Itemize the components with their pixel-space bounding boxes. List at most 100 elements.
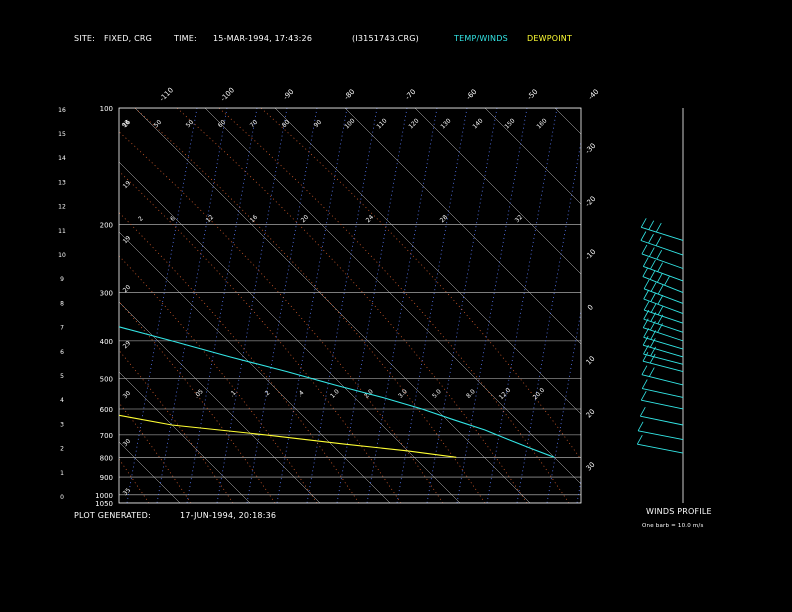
wind-barb-flag — [643, 344, 649, 355]
wind-barb-flag — [657, 305, 664, 315]
height-km-label: 15 — [58, 131, 66, 138]
mixing-ratio-label: 3.0 — [397, 388, 409, 400]
mixing-side-label: 30 — [122, 390, 132, 400]
mixing-ratio-line — [216, 108, 288, 503]
dry-adiabat — [119, 131, 444, 503]
wind-barb — [640, 415, 684, 426]
temperature-line — [119, 326, 555, 458]
wind-barb-flag — [650, 303, 657, 313]
height-km-label: 7 — [60, 325, 64, 332]
height-km-label: 5 — [60, 373, 64, 380]
wind-barb-flag — [643, 289, 650, 300]
adiabat-label: 2 — [137, 215, 145, 223]
wind-barb — [643, 327, 684, 342]
wind-barb — [643, 288, 684, 304]
pressure-label: 100 — [100, 105, 113, 113]
adiabat-label: 6 — [169, 215, 177, 223]
mixing-side-label: 19 — [122, 180, 132, 190]
mixing-ratio-label: .1 — [228, 389, 237, 398]
wind-barb-flag — [657, 262, 663, 272]
wind-barb — [643, 318, 684, 333]
dry-adiabat — [218, 108, 570, 503]
isotherm-line — [119, 301, 321, 503]
wind-barb — [643, 265, 684, 282]
isotherm-line — [274, 108, 581, 415]
wind-barb-flag — [656, 273, 663, 283]
mixing-ratio-label: 8.0 — [465, 388, 477, 400]
mixing-side-label: 35 — [122, 487, 132, 497]
mixing-ratio-line — [126, 108, 198, 503]
height-km-label: 1 — [60, 470, 64, 477]
temp-tick-label: -40 — [587, 88, 601, 102]
height-km-label: 8 — [60, 300, 64, 307]
mixing-top-label: 130 — [439, 117, 452, 130]
wind-barb-flag — [643, 279, 650, 290]
wind-barb-flag — [650, 259, 656, 270]
adiabat-label: 28 — [439, 214, 449, 224]
dry-adiabat — [176, 108, 528, 503]
wind-barb-flag — [650, 320, 656, 331]
wind-barb-flag — [657, 314, 664, 325]
temp-tick-label: -20 — [584, 195, 598, 209]
wind-barb-flag — [656, 249, 663, 260]
pressure-label: 200 — [100, 221, 113, 229]
mixing-top-label: 50 — [153, 119, 163, 129]
wind-barb-flag — [649, 270, 656, 280]
mixing-ratio-line — [516, 139, 581, 503]
wind-barb-flag — [657, 295, 664, 305]
isotherm-line — [119, 161, 461, 503]
height-km-label: 11 — [58, 228, 66, 235]
mixing-top-label: 160 — [535, 117, 548, 130]
dry-adiabat — [119, 349, 234, 503]
wind-barb-flag — [655, 236, 662, 246]
isotherm-line — [414, 108, 581, 275]
adiabat-label: 24 — [365, 214, 375, 224]
time-label: TIME: — [174, 34, 197, 43]
mixing-ratio-label: 12.0 — [498, 387, 513, 402]
pressure-label: 500 — [100, 375, 113, 383]
mixing-side-label: 16 — [122, 119, 132, 129]
mixing-ratio-label: 1.0 — [329, 388, 341, 400]
dry-adiabat — [119, 301, 276, 503]
wind-barb-flag — [643, 300, 650, 311]
wind-barb-flag — [664, 275, 670, 286]
dry-adiabat — [119, 255, 318, 503]
wind-barb-flag — [643, 309, 650, 320]
wind-barb-flag — [637, 421, 644, 431]
wind-barb — [641, 253, 684, 269]
wind-barb-flag — [648, 367, 655, 377]
height-km-label: 4 — [60, 397, 64, 404]
wind-barb — [642, 360, 684, 372]
height-km-label: 6 — [60, 349, 64, 356]
wind-barb-flag — [655, 222, 662, 233]
wind-barb-flag — [636, 435, 643, 445]
temp-tick-label: -90 — [282, 88, 296, 102]
temp-tick-label: 10 — [585, 355, 597, 367]
wind-barb — [638, 430, 684, 441]
pressure-label: 400 — [100, 338, 113, 346]
wind-barb — [642, 344, 684, 358]
wind-barb — [644, 309, 684, 324]
mixing-side-label: 30 — [122, 438, 132, 448]
mixing-top-label: 140 — [471, 117, 484, 130]
wind-barb-flag — [650, 312, 657, 322]
isotherm-line — [484, 108, 581, 205]
dry-adiabat — [119, 170, 402, 503]
isotherm-line — [204, 108, 581, 485]
mixing-ratio-line — [276, 108, 348, 503]
dewpoint-line — [119, 414, 457, 458]
time-value: 15-MAR-1994, 17:43:26 — [213, 34, 313, 43]
wind-barb-flag — [649, 338, 656, 348]
wind-barb-flag — [640, 231, 647, 241]
wind-barb-flag — [650, 330, 657, 340]
site-value: FIXED, CRG — [104, 34, 153, 43]
wind-barb-flag — [639, 406, 646, 417]
mixing-ratio-label: .2 — [262, 389, 271, 398]
mixing-ratio-line — [366, 108, 438, 503]
temp-tick-label: -50 — [526, 88, 540, 102]
temp-tick-label: -80 — [343, 88, 357, 102]
wind-barb-flag — [657, 323, 663, 333]
isotherm-line — [0, 108, 110, 503]
wind-barb — [643, 298, 684, 315]
wind-barb-flag — [641, 365, 648, 375]
